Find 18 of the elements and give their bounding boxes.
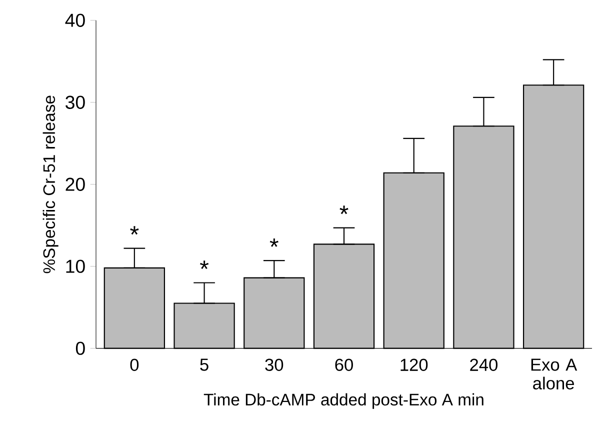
x-tick-label: 60 [335,358,353,371]
annotation: * [200,260,209,270]
y-tick-label: 0 [76,342,85,355]
y-tick-label: 20 [66,178,85,191]
x-tick-label: 240 [470,358,498,371]
x-tick-label: 0 [130,358,139,371]
annotation: * [340,206,348,214]
x-tick-label: 120 [400,358,428,371]
y-axis-title: %Specific Cr-51 release [42,96,58,274]
x-axis-title: Time Db-cAMP added post-Exo A min [204,393,484,409]
annotation: * [270,238,278,247]
y-tick-label: 10 [66,260,85,273]
x-tick-label: 30 [265,358,284,371]
y-tick-label: 30 [66,96,85,109]
annotation: * [130,226,139,235]
y-tick-label: 40 [65,14,85,27]
x-tick-label: 5 [200,358,208,371]
x-tick-label: Exo A alone [531,358,578,390]
